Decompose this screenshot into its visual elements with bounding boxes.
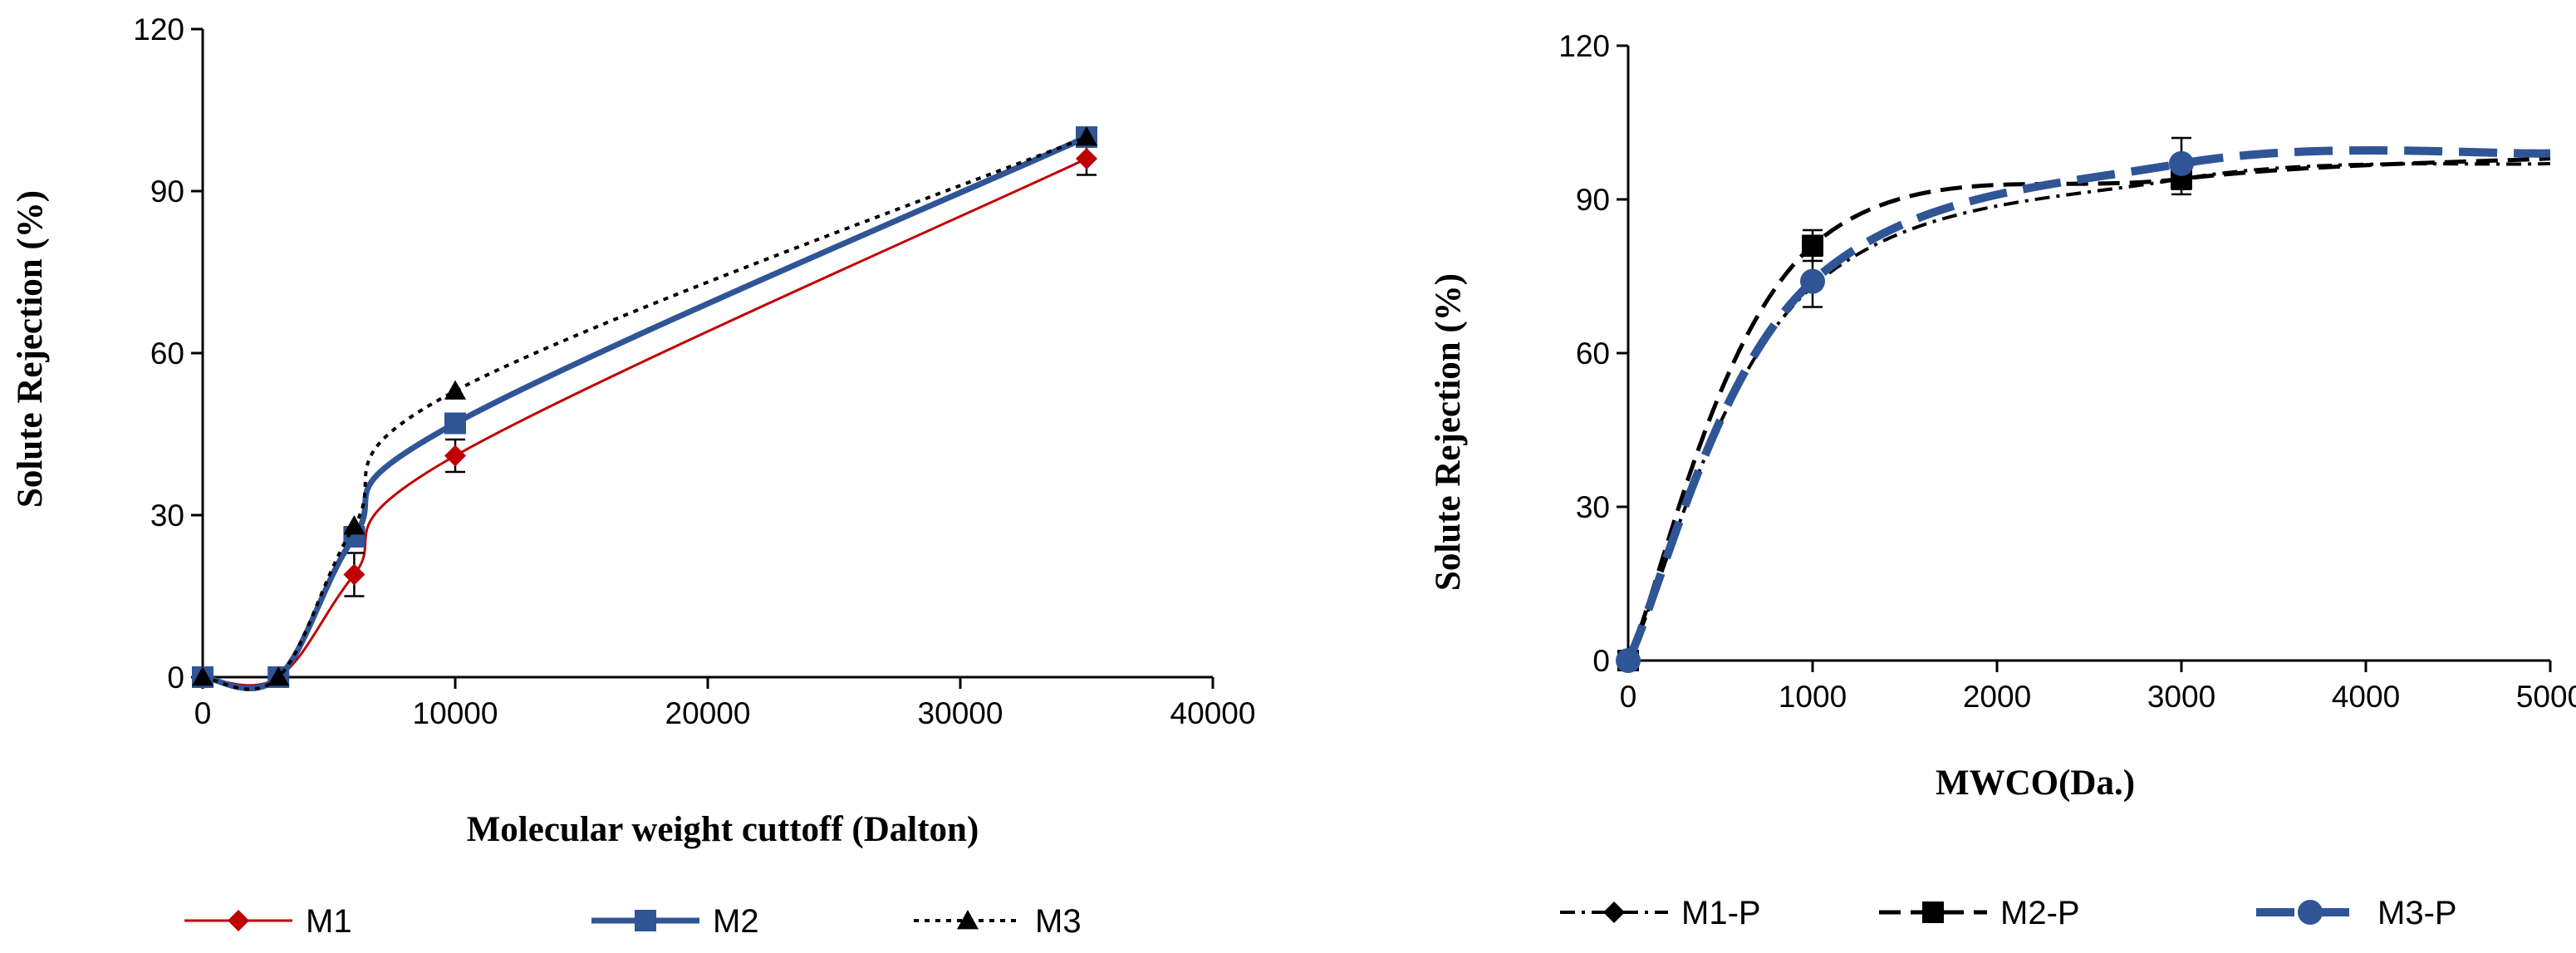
right-x-axis-title: MWCO(Da.) — [1936, 764, 2135, 803]
left-series-m1 — [192, 141, 1097, 688]
right-legend-label-m3-p: M3-P — [2377, 895, 2457, 931]
chart-right: Solute Rejection (%) MWCO(Da.) 0 30 60 90 12… — [1429, 29, 2576, 931]
right-x-tick-label: 5000 — [2516, 680, 2576, 714]
right-y-tick-label: 120 — [1558, 29, 1610, 63]
left-x-tick-label: 20000 — [665, 696, 751, 730]
left-legend-marker-m2 — [635, 910, 656, 931]
right-y-axis-title: Solute Rejection (%) — [1429, 273, 1468, 591]
left-legend: M1 M2 M3 — [184, 903, 1082, 940]
right-x-tick-label: 2000 — [1963, 680, 2031, 714]
right-series-m3-p-point — [1800, 268, 1825, 294]
left-series-m3-point — [267, 666, 290, 686]
left-series-m1-point — [444, 445, 466, 467]
left-series-m2 — [192, 126, 1097, 691]
right-series-m2-p — [1617, 156, 2551, 671]
left-x-tick-label: 0 — [194, 696, 212, 730]
left-legend-label-m2: M2 — [713, 903, 759, 940]
right-legend-marker-m2-p — [1922, 901, 1944, 923]
right-x-tick-label: 4000 — [2332, 680, 2400, 714]
right-series-m2-p-line — [1626, 156, 2551, 662]
left-series-m1-line — [202, 157, 1087, 687]
left-legend-label-m1: M1 — [306, 903, 352, 940]
left-series-m3-point — [1076, 126, 1097, 146]
right-series-m3-p — [1616, 136, 2551, 673]
right-series-m1-p — [1617, 161, 2551, 671]
right-series-m3-p-point — [1616, 648, 1641, 673]
left-x-tick-label: 40000 — [1170, 696, 1256, 730]
right-y-tick-label: 0 — [1592, 644, 1610, 678]
left-y-tick-label: 90 — [150, 174, 184, 209]
left-series-m3-line — [202, 135, 1087, 691]
right-legend-marker-m1-p — [1603, 901, 1625, 923]
right-y-tick-label: 30 — [1576, 490, 1610, 524]
right-x-tick-label: 3000 — [2147, 680, 2215, 714]
left-series-m1-point — [343, 563, 366, 586]
right-legend-marker-m3-p — [2298, 900, 2323, 925]
right-x-tick-label: 0 — [1620, 680, 1637, 714]
left-legend-marker-m1 — [228, 910, 249, 931]
left-legend-marker-m3 — [957, 910, 979, 930]
right-legend-label-m2-p: M2-P — [2000, 895, 2080, 931]
left-y-tick-label: 120 — [133, 12, 184, 47]
right-series-m2-p-point — [1802, 234, 1823, 257]
left-y-tick-label: 0 — [167, 661, 184, 695]
left-series-m3 — [192, 126, 1097, 691]
left-series-m1-point — [1076, 148, 1097, 169]
right-series-m3-p-line — [1624, 145, 2551, 663]
right-x-tick-label: 1000 — [1779, 680, 1847, 714]
right-legend: M1-P M2-P M3-P — [1560, 895, 2457, 931]
left-y-axis-title: Solute Rejection (%) — [11, 190, 50, 508]
left-series-m2-point — [444, 412, 466, 435]
right-y-tick-label: 60 — [1576, 336, 1610, 371]
left-x-axis-title: Molecular weight cuttoff (Dalton) — [467, 810, 979, 849]
right-y-tick-label: 90 — [1576, 183, 1610, 217]
left-y-tick-label: 60 — [150, 336, 184, 371]
left-series-m3-point — [343, 515, 366, 535]
right-legend-label-m1-p: M1-P — [1681, 895, 1761, 931]
left-x-tick-label: 30000 — [918, 696, 1003, 730]
left-series-m3-point — [444, 380, 466, 400]
chart-left: Solute Rejection (%) Molecular weight cu… — [11, 12, 1255, 940]
left-y-tick-label: 30 — [150, 499, 184, 533]
left-legend-label-m3: M3 — [1035, 903, 1082, 940]
right-series-m3-p-point — [2169, 150, 2194, 176]
left-x-tick-label: 10000 — [413, 696, 498, 730]
right-series-m1-p-line — [1627, 161, 2551, 661]
left-series-m3-point — [192, 666, 213, 686]
